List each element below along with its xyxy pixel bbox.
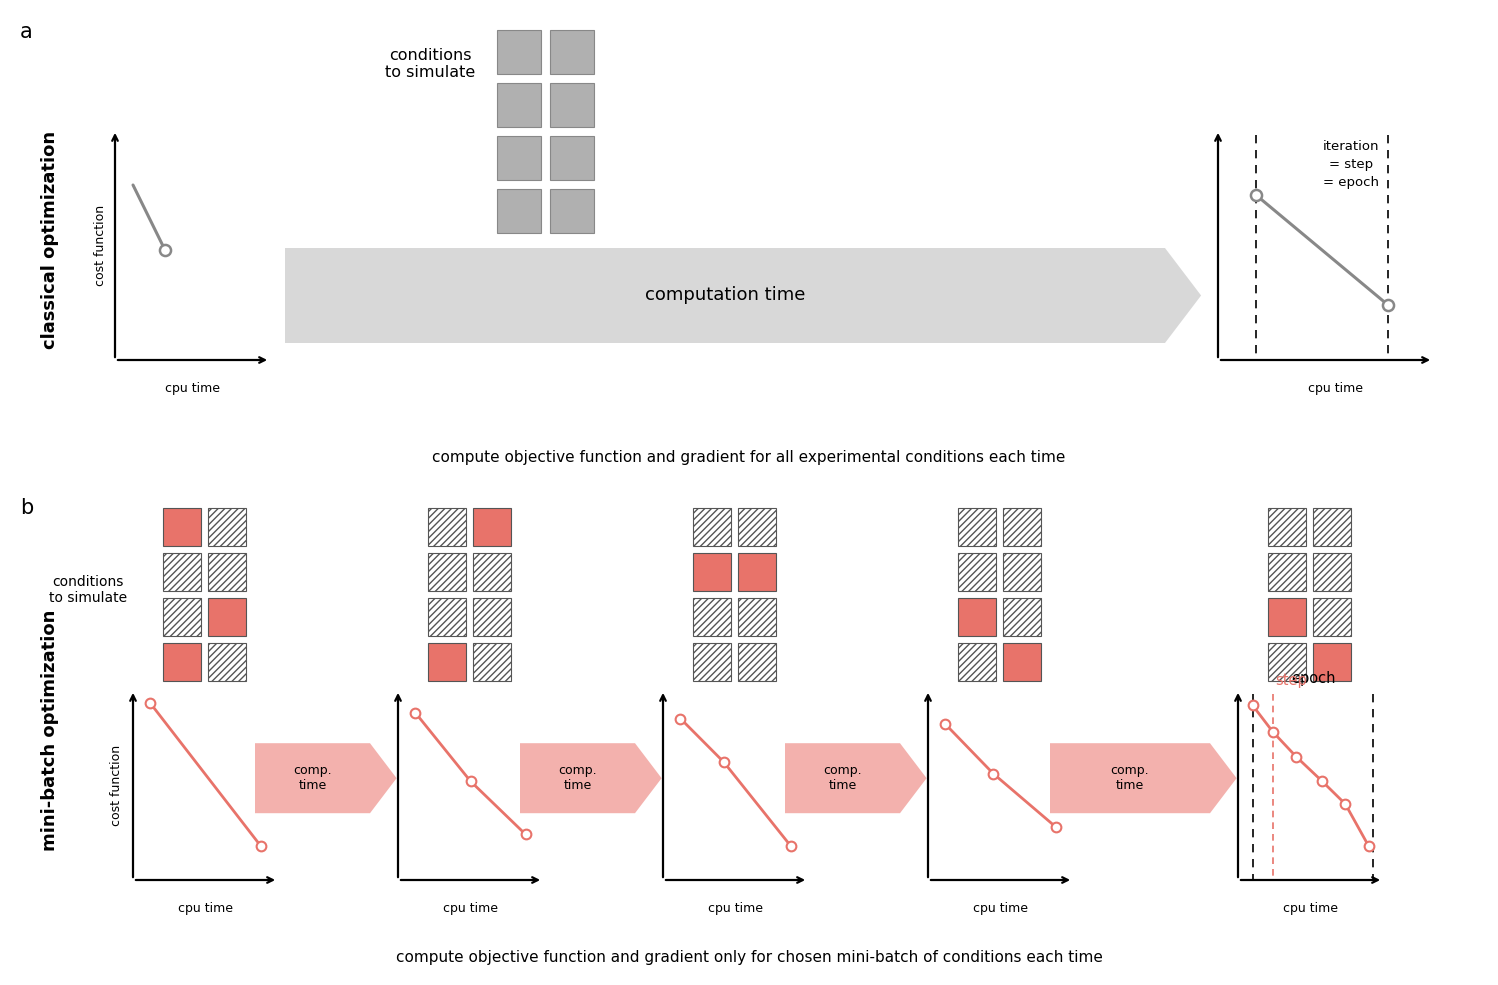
Bar [208, 553, 246, 591]
Text: cpu time: cpu time [178, 902, 234, 915]
Bar [1004, 643, 1041, 681]
Bar [428, 643, 466, 681]
Text: comp.
time: comp. time [1110, 764, 1149, 792]
Bar [428, 508, 466, 546]
Text: conditions
to simulate: conditions to simulate [385, 48, 475, 81]
Bar [1314, 643, 1351, 681]
Text: comp.
time: comp. time [824, 764, 861, 792]
Text: compute objective function and gradient only for chosen mini-batch of conditions: compute objective function and gradient … [395, 950, 1103, 965]
Text: mini-batch optimization: mini-batch optimization [40, 610, 58, 851]
Bar [497, 83, 541, 127]
Text: cpu time: cpu time [443, 902, 497, 915]
Text: iteration
= step
= epoch: iteration = step = epoch [1323, 140, 1380, 189]
Polygon shape [520, 744, 662, 814]
Bar [497, 30, 541, 74]
Bar [1314, 598, 1351, 636]
Bar [208, 508, 246, 546]
Bar [1314, 553, 1351, 591]
Text: computation time: computation time [644, 287, 806, 304]
Bar [1267, 553, 1306, 591]
Bar [694, 598, 731, 636]
Bar [473, 598, 511, 636]
Bar [473, 643, 511, 681]
Bar [1267, 508, 1306, 546]
Text: classical optimization: classical optimization [40, 131, 58, 349]
Text: cpu time: cpu time [1282, 902, 1338, 915]
Bar [694, 643, 731, 681]
Bar [163, 643, 201, 681]
Bar [694, 508, 731, 546]
Bar [959, 508, 996, 546]
Bar [959, 553, 996, 591]
Bar [163, 553, 201, 591]
Bar [1004, 508, 1041, 546]
Bar [1267, 598, 1306, 636]
Bar [959, 598, 996, 636]
Text: cpu time: cpu time [974, 902, 1028, 915]
Bar [208, 598, 246, 636]
Bar [550, 30, 595, 74]
Text: comp.
time: comp. time [559, 764, 596, 792]
Bar [473, 553, 511, 591]
Text: a: a [19, 22, 33, 42]
Text: conditions
to simulate: conditions to simulate [49, 575, 127, 605]
Bar [550, 136, 595, 180]
Text: cpu time: cpu time [1308, 382, 1363, 395]
Bar [163, 598, 201, 636]
Text: cpu time: cpu time [165, 382, 220, 395]
Bar [694, 553, 731, 591]
Text: cost function: cost function [109, 745, 123, 825]
Text: comp.
time: comp. time [294, 764, 333, 792]
Polygon shape [255, 744, 397, 814]
Bar [739, 508, 776, 546]
Bar [739, 598, 776, 636]
Text: b: b [19, 498, 33, 518]
Text: epoch: epoch [1291, 671, 1336, 686]
Bar [739, 643, 776, 681]
Text: compute objective function and gradient for all experimental conditions each tim: compute objective function and gradient … [433, 450, 1065, 465]
Bar [550, 189, 595, 233]
Polygon shape [285, 248, 1201, 343]
Bar [473, 508, 511, 546]
Bar [1267, 643, 1306, 681]
Bar [1004, 553, 1041, 591]
Text: step: step [1275, 673, 1306, 688]
Bar [428, 598, 466, 636]
Bar [497, 136, 541, 180]
Bar [208, 643, 246, 681]
Bar [1004, 598, 1041, 636]
Bar [497, 189, 541, 233]
Bar [550, 83, 595, 127]
Bar [739, 553, 776, 591]
Text: cpu time: cpu time [709, 902, 762, 915]
Text: cost function: cost function [94, 205, 106, 286]
Polygon shape [785, 744, 927, 814]
Polygon shape [1050, 744, 1237, 814]
Bar [163, 508, 201, 546]
Bar [959, 643, 996, 681]
Bar [428, 553, 466, 591]
Bar [1314, 508, 1351, 546]
